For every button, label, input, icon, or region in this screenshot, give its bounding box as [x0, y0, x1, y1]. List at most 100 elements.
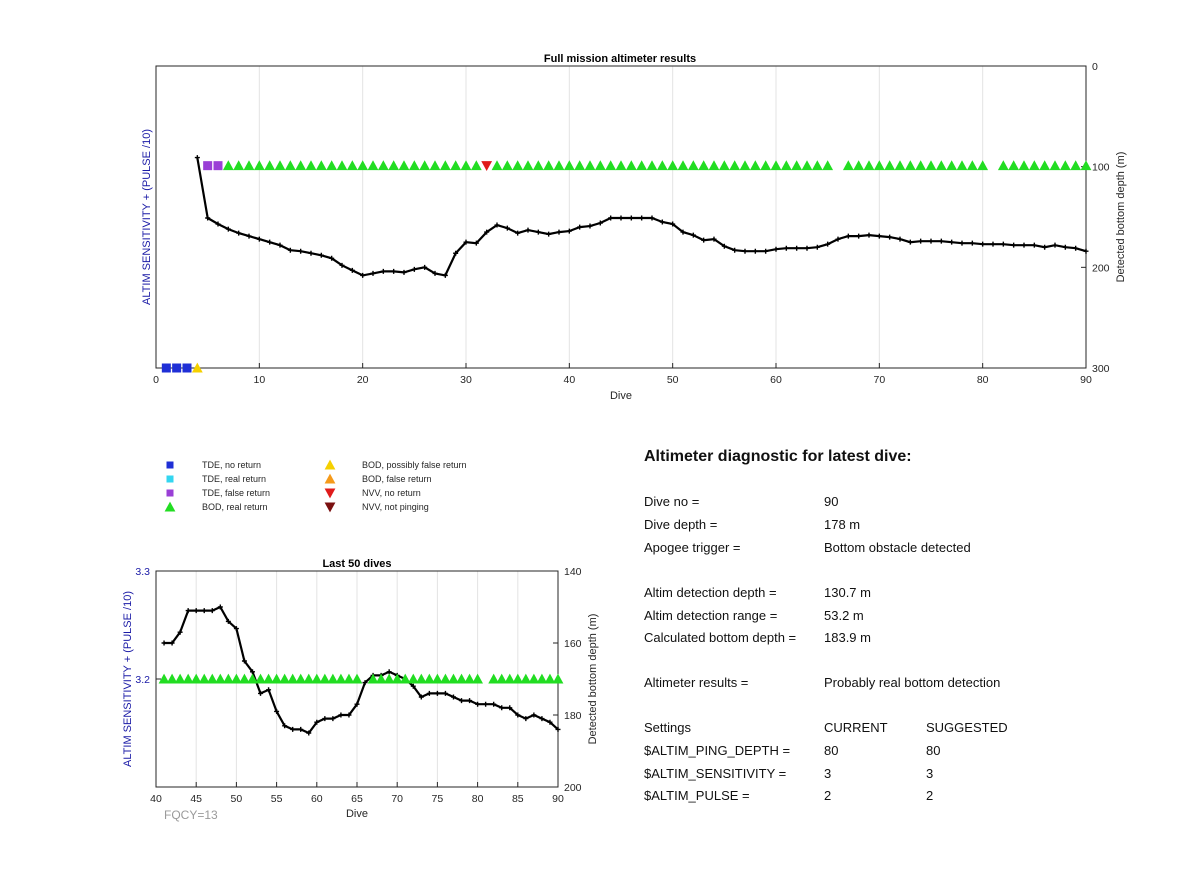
- depth-point: [426, 690, 432, 696]
- x-tick-label: 0: [153, 374, 159, 386]
- status-marker: [213, 161, 223, 171]
- diag-label: Apogee trigger =: [644, 540, 741, 555]
- status-marker: [222, 673, 234, 684]
- status-marker: [528, 673, 540, 684]
- bottom-chart-depth-series: [161, 604, 561, 736]
- status-marker: [203, 161, 213, 171]
- fqcy-label: FQCY=13: [164, 808, 218, 822]
- depth-point: [804, 245, 810, 251]
- x-tick-label: 60: [311, 793, 323, 805]
- depth-point: [215, 221, 221, 227]
- bottom-chart-left-ylabel: ALTIM SENSITIVITY + (PULSE /10): [122, 591, 134, 767]
- status-marker: [263, 673, 274, 684]
- legend-item: TDE, false return: [160, 486, 330, 500]
- status-marker: [287, 673, 299, 684]
- depth-point: [1062, 244, 1068, 250]
- depth-point: [876, 233, 882, 239]
- y2-tick-label: 180: [564, 710, 582, 722]
- depth-point: [515, 712, 521, 718]
- status-marker: [343, 673, 355, 684]
- depth-point: [949, 239, 955, 245]
- status-marker: [977, 160, 989, 171]
- depth-point: [887, 234, 893, 240]
- depth-point: [185, 608, 191, 614]
- depth-point: [322, 716, 328, 722]
- depth-point: [298, 726, 304, 732]
- status-marker: [247, 673, 258, 684]
- depth-point: [732, 247, 738, 253]
- depth-point: [267, 239, 273, 245]
- depth-point: [193, 608, 199, 614]
- legend-item: TDE, real return: [160, 472, 330, 486]
- depth-point: [907, 239, 913, 245]
- status-marker: [172, 363, 182, 373]
- status-marker: [190, 673, 202, 684]
- status-marker: [450, 160, 462, 171]
- depth-point: [236, 230, 242, 236]
- x-tick-label: 10: [253, 374, 265, 386]
- status-marker: [853, 160, 865, 171]
- diag-value: 183.9 m: [824, 630, 871, 645]
- legend-label: TDE, real return: [202, 474, 267, 484]
- status-marker: [605, 160, 617, 171]
- depth-point: [566, 228, 572, 234]
- depth-point: [233, 626, 239, 632]
- legend-item: TDE, no return: [160, 458, 330, 472]
- status-marker: [1080, 160, 1092, 171]
- status-marker: [615, 160, 627, 171]
- diag-row-ping-depth: $ALTIM_PING_DEPTH = 80 80: [644, 743, 1144, 761]
- y-tick-label: 3.2: [135, 674, 150, 686]
- diag-label: Dive depth =: [644, 517, 718, 532]
- status-marker: [667, 160, 679, 171]
- depth-point: [928, 238, 934, 244]
- status-marker: [346, 160, 358, 171]
- status-marker: [415, 673, 427, 684]
- top-chart-left-ylabel: ALTIM SENSITIVITY + (PULSE /10): [141, 129, 153, 305]
- depth-point: [918, 238, 924, 244]
- status-marker: [532, 160, 544, 171]
- status-marker: [496, 673, 508, 684]
- depth-point: [422, 264, 428, 270]
- status-marker: [274, 160, 286, 171]
- status-marker: [174, 673, 186, 684]
- depth-point: [473, 240, 479, 246]
- depth-point: [442, 690, 448, 696]
- status-marker: [544, 673, 556, 684]
- status-marker: [791, 160, 803, 171]
- status-marker: [327, 673, 339, 684]
- depth-point: [763, 248, 769, 254]
- legend-marker-shape: [324, 459, 336, 470]
- status-marker: [383, 673, 395, 684]
- legend-label: BOD, real return: [202, 502, 268, 512]
- depth-point: [1031, 242, 1037, 248]
- top-chart-plot-area: [155, 65, 1087, 369]
- status-marker: [552, 673, 564, 684]
- depth-point: [370, 270, 376, 276]
- depth-point: [161, 640, 167, 646]
- status-marker: [997, 160, 1009, 171]
- status-marker: [214, 673, 226, 684]
- depth-point: [721, 243, 727, 249]
- diag-row-calculated-bottom-depth: Calculated bottom depth = 183.9 m: [644, 630, 1144, 648]
- x-tick-label: 40: [563, 374, 575, 386]
- depth-point: [339, 262, 345, 268]
- depth-point: [742, 248, 748, 254]
- depth-point: [494, 222, 500, 228]
- status-marker: [512, 673, 524, 684]
- status-marker: [367, 160, 379, 171]
- status-marker: [1039, 160, 1051, 171]
- status-marker: [760, 160, 772, 171]
- depth-point: [866, 232, 872, 238]
- depth-point: [169, 640, 175, 646]
- legend-marker-icon: [324, 502, 336, 513]
- status-marker: [842, 160, 854, 171]
- diag-label: Altimeter results =: [644, 675, 749, 690]
- depth-point: [556, 229, 562, 235]
- depth-point: [1052, 242, 1058, 248]
- depth-point: [608, 215, 614, 221]
- diag-value: 130.7 m: [824, 585, 871, 600]
- depth-point: [555, 726, 561, 732]
- depth-point: [401, 269, 407, 275]
- status-marker: [253, 160, 265, 171]
- depth-point: [463, 239, 469, 245]
